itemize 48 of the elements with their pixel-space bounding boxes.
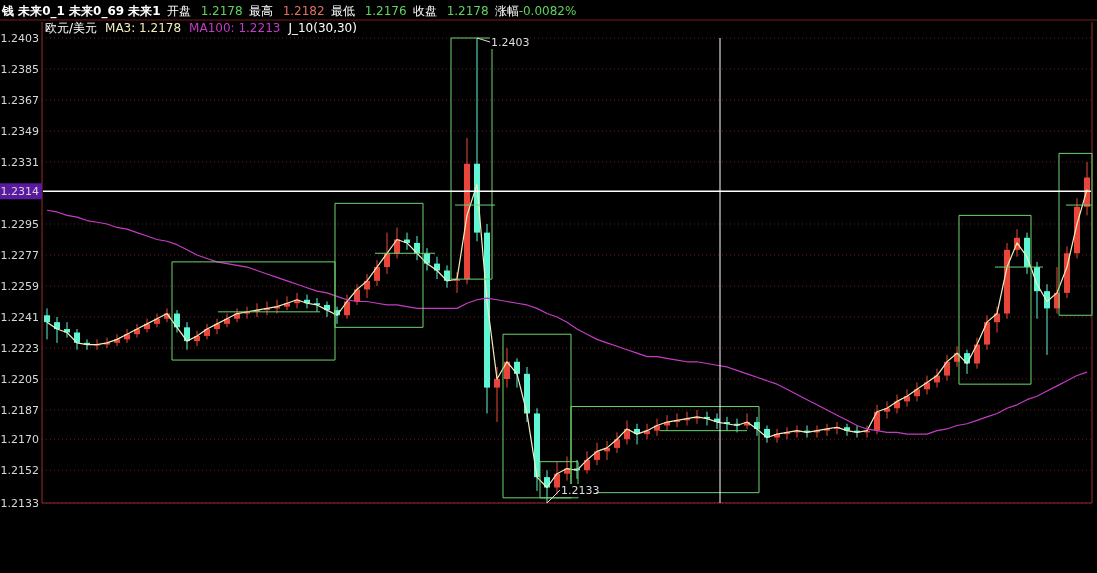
- candlestick: [944, 354, 950, 382]
- line-series: [46, 209, 1088, 435]
- y-tick-label: 1.2187: [0, 403, 39, 417]
- y-tick-label: 1.2385: [0, 62, 39, 76]
- candlestick: [54, 316, 60, 344]
- y-tick-label: 1.2277: [0, 248, 39, 262]
- y-tick-label: 1.2241: [0, 310, 39, 324]
- y-tick-label: 1.2314: [0, 185, 39, 199]
- candlestick: [974, 337, 980, 370]
- y-tick-label: 1.2295: [0, 217, 39, 231]
- candlestick: [914, 381, 920, 402]
- y-tick-label: 1.2403: [0, 31, 39, 45]
- y-tick-label: 1.2152: [0, 464, 39, 478]
- candlestick: [44, 307, 50, 340]
- y-tick-label: 1.2133: [0, 496, 39, 510]
- text: 最高: [248, 4, 273, 18]
- candlestick: [554, 461, 560, 495]
- text: 收盘: [412, 4, 437, 18]
- candlestick: [514, 357, 520, 389]
- text: -0.0082%: [518, 4, 577, 18]
- y-tick-label: 1.2223: [0, 341, 39, 355]
- annotation: 1.2133: [561, 484, 600, 497]
- candlestick: [94, 338, 100, 351]
- candlestick: [984, 314, 990, 351]
- text: 涨幅: [494, 4, 519, 18]
- text: 钱 未来0_1 未来0_69 未来1: [1, 4, 161, 19]
- y-tick-label: 1.2205: [0, 372, 39, 386]
- text: 开盘: [166, 4, 191, 18]
- text: MA3: 1.2178: [105, 21, 182, 35]
- text: J_10(30,30): [287, 21, 357, 35]
- text: 1.2182: [282, 4, 325, 18]
- candlestick: [594, 442, 600, 466]
- candlestick: [374, 259, 380, 287]
- candlestick: [584, 450, 590, 475]
- annotation: 1.2403: [491, 36, 530, 49]
- text: 最低: [330, 4, 355, 18]
- text: 1.2176: [364, 4, 407, 18]
- y-tick-label: 1.2170: [0, 433, 39, 447]
- text: 1.2178: [200, 4, 243, 18]
- y-tick-label: 1.2331: [0, 155, 39, 169]
- text: 1.2178: [446, 4, 489, 18]
- y-tick-label: 1.2349: [0, 124, 39, 138]
- y-tick-label: 1.2259: [0, 279, 39, 293]
- candlestick: [614, 431, 620, 454]
- chart-title: 欧元/美元: [45, 21, 98, 35]
- candlestick: [494, 366, 500, 423]
- y-tick-label: 1.2367: [0, 93, 39, 107]
- text: MA100: 1.2213: [189, 21, 281, 35]
